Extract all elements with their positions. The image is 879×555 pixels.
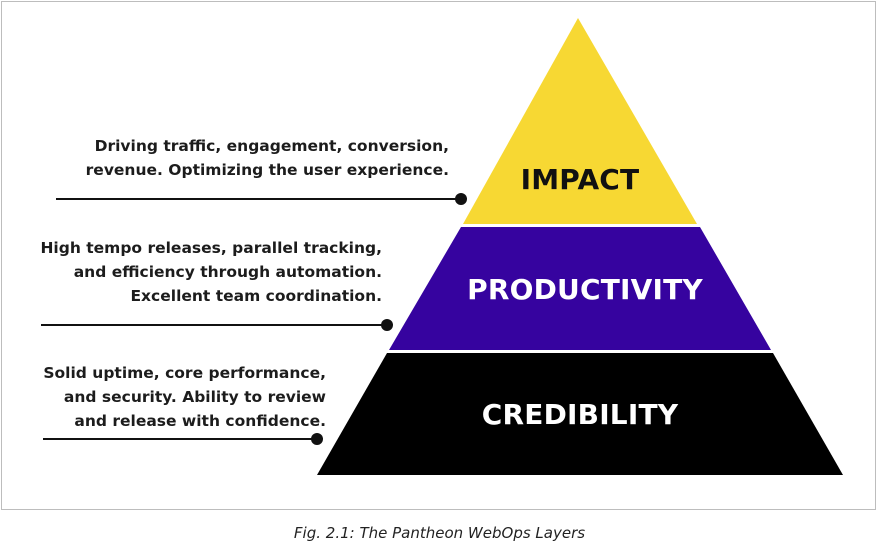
productivity-connector-dot xyxy=(381,319,393,331)
productivity-label: PRODUCTIVITY xyxy=(467,273,703,306)
credibility-description-line: Solid uptime, core performance, xyxy=(43,364,326,382)
credibility-description-line: and release with confidence. xyxy=(74,412,326,430)
impact-layer xyxy=(463,18,697,224)
credibility-connector-dot xyxy=(311,433,323,445)
credibility-description-line: and security. Ability to review xyxy=(63,388,326,406)
productivity-description-line: High tempo releases, parallel tracking, xyxy=(40,239,382,257)
productivity-layer xyxy=(389,227,771,350)
impact-description: Driving traffic, engagement, conversion,… xyxy=(86,134,449,182)
productivity-description: High tempo releases, parallel tracking, … xyxy=(40,236,382,308)
impact-description-line: revenue. Optimizing the user experience. xyxy=(85,161,449,179)
credibility-label: CREDIBILITY xyxy=(481,398,679,431)
impact-connector-dot xyxy=(455,193,467,205)
productivity-description-line: Excellent team coordination. xyxy=(130,287,382,305)
credibility-description: Solid uptime, core performance, and secu… xyxy=(43,361,326,433)
impact-label: IMPACT xyxy=(520,163,640,196)
productivity-description-line: and efficiency through automation. xyxy=(73,263,382,281)
impact-description-line: Driving traffic, engagement, conversion, xyxy=(94,137,449,155)
figure-caption: Fig. 2.1: The Pantheon WebOps Layers xyxy=(293,524,586,542)
credibility-layer xyxy=(317,353,843,475)
